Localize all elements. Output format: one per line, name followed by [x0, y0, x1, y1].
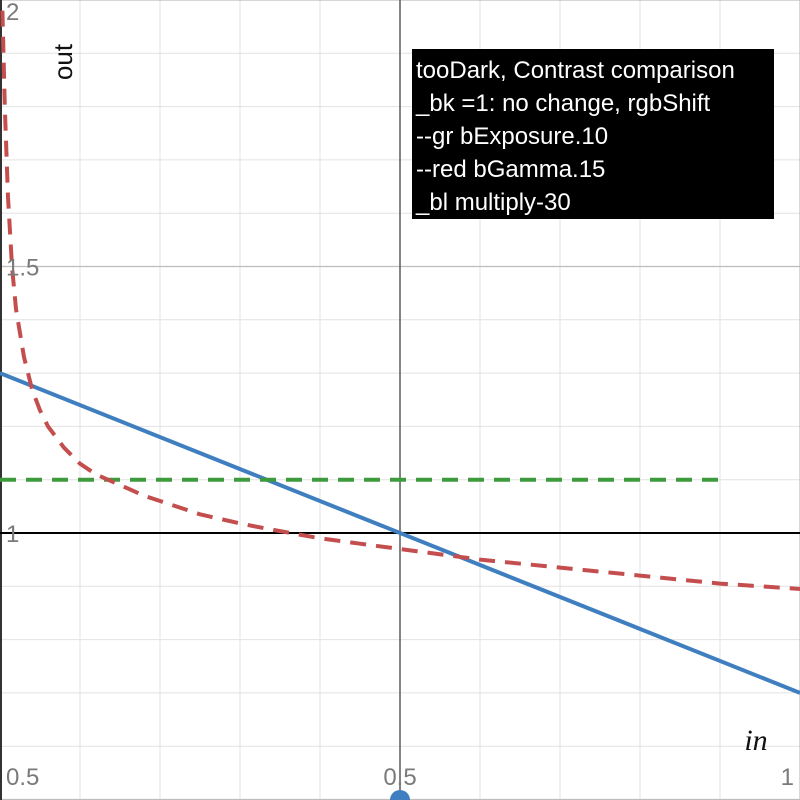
y-tick-label-1: 1: [6, 521, 19, 548]
series-layer: [0, 10, 800, 695]
tick-labels: 0.5 0.5 1 1 1.5 2: [6, 0, 794, 791]
point-marker-1: [390, 790, 410, 800]
legend: tooDark, Contrast comparison _bk =1: no …: [412, 49, 774, 219]
series-line-2: [0, 371, 800, 695]
legend-line-1: tooDark, Contrast comparison: [416, 57, 735, 84]
x-axis-label: in: [744, 724, 767, 757]
legend-box: [412, 49, 774, 219]
y-tick-label-2: 1.5: [6, 255, 39, 282]
marker-layer: [390, 790, 410, 800]
series-line-4: [0, 10, 800, 591]
axes: [0, 0, 401, 800]
y-tick-label-3: 2: [6, 0, 19, 26]
x-tick-label-1: 0.5: [6, 764, 39, 791]
y-axis-label: out: [48, 43, 78, 80]
legend-line-3: --gr bExposure.10: [416, 123, 608, 150]
x-tick-label-3: 1: [781, 764, 794, 791]
legend-line-5: _bl multiply-30: [415, 189, 571, 216]
legend-line-2: _bk =1: no change, rgbShift: [415, 90, 711, 117]
x-tick-label-2: 0.5: [383, 764, 416, 791]
legend-line-4: --red bGamma.15: [416, 156, 605, 183]
